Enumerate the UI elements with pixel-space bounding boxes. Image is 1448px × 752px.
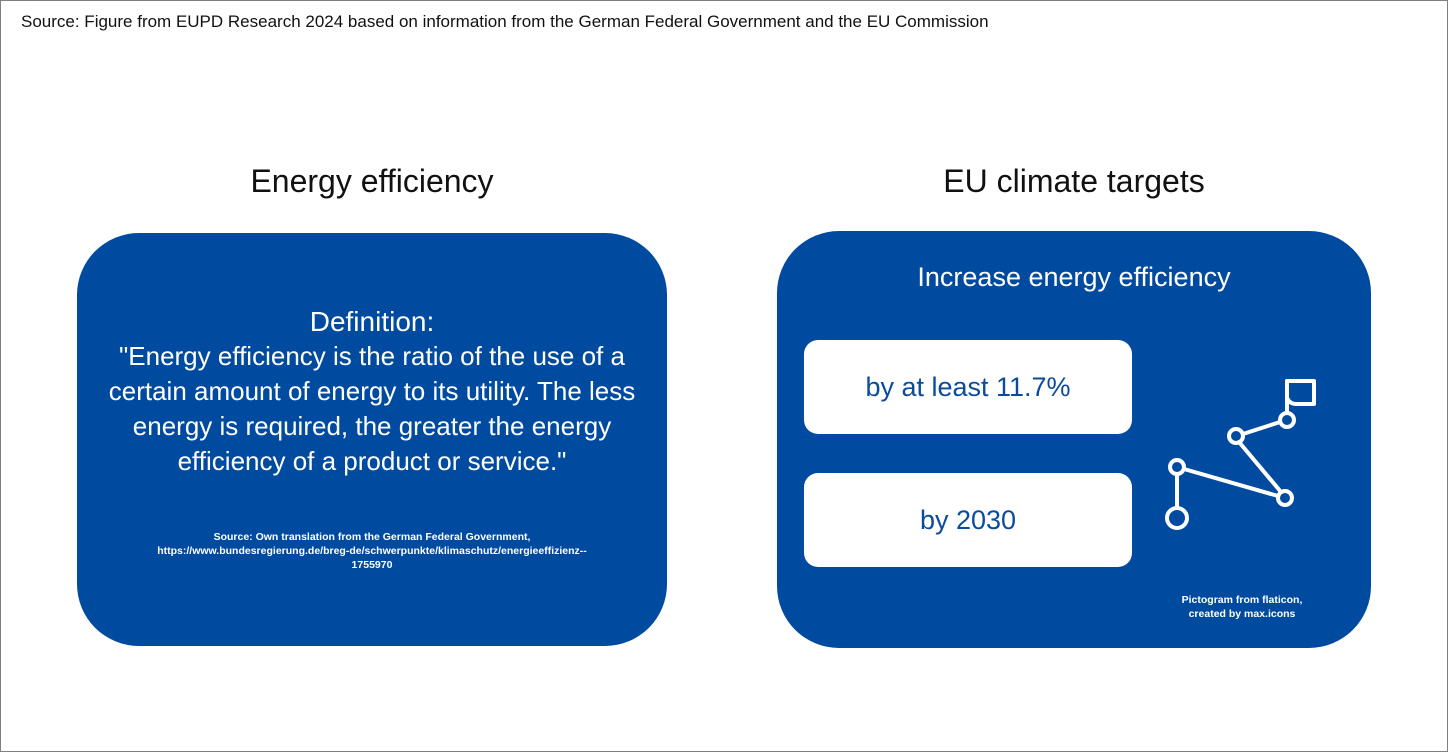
eu-climate-targets-title: EU climate targets [943,163,1205,199]
pictogram-credit: Pictogram from flaticon, created by max.… [1147,593,1337,621]
definition-source-url-end: 1755970 [351,559,393,571]
definition-source-url: https://www.bundesregierung.de/breg-de/s… [157,545,587,557]
target-percentage-text: by at least 11.7% [865,371,1071,402]
energy-efficiency-title: Energy efficiency [250,163,494,199]
targets-heading: Increase energy efficiency [917,262,1231,292]
definition-card: Definition: "Energy efficiency is the ra… [77,233,667,646]
definition-source-line: Source: Own translation from the German … [213,531,531,543]
target-year-box: by 2030 [804,473,1132,567]
route-flag-icon [1165,379,1316,530]
pictogram-credit-line: Pictogram from flaticon, [1181,594,1303,606]
target-percentage-box: by at least 11.7% [804,340,1132,434]
target-year-text: by 2030 [919,504,1017,535]
definition-text: "Energy efficiency is the ratio of the u… [108,341,636,476]
figure-source-line: Source: Figure from EUPD Research 2024 b… [21,12,989,31]
definition-source: Source: Own translation from the German … [97,530,647,572]
climate-targets-card: Increase energy efficiency by at least 1… [777,231,1371,648]
definition-heading: Definition: [309,306,435,337]
pictogram-author-line: created by max.icons [1188,608,1296,620]
